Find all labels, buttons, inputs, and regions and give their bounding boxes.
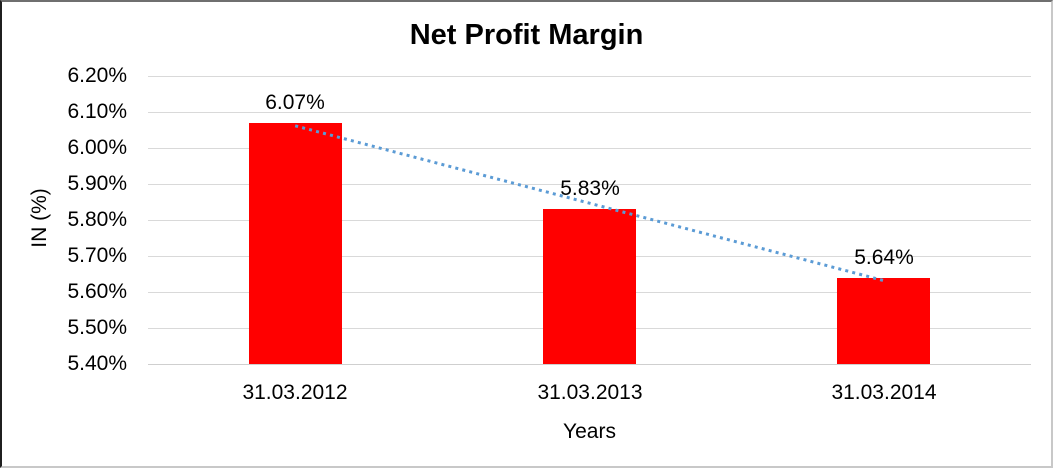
x-category-label: 31.03.2013 (537, 381, 643, 404)
chart-title: Net Profit Margin (409, 19, 644, 51)
y-tick-label: 6.20% (67, 64, 127, 87)
gridline (148, 112, 1031, 113)
bar (543, 209, 636, 364)
y-tick-label: 5.60% (67, 280, 127, 303)
bar-data-label: 6.07% (265, 91, 325, 114)
gridline (148, 76, 1031, 77)
y-tick-label: 6.10% (67, 100, 127, 123)
bar (249, 123, 342, 364)
gridline (148, 364, 1031, 365)
y-tick-label: 6.00% (67, 136, 127, 159)
bar-data-label: 5.83% (560, 177, 620, 200)
bar (837, 278, 930, 364)
y-tick-label: 5.50% (67, 316, 127, 339)
bar-data-label: 5.64% (854, 246, 914, 269)
x-category-label: 31.03.2014 (831, 381, 937, 404)
x-axis-title: Years (563, 420, 616, 443)
y-tick-label: 5.70% (67, 244, 127, 267)
x-category-label: 31.03.2012 (242, 381, 348, 404)
y-tick-label: 5.90% (67, 172, 127, 195)
y-tick-label: 5.80% (67, 208, 127, 231)
y-tick-label: 5.40% (67, 352, 127, 375)
